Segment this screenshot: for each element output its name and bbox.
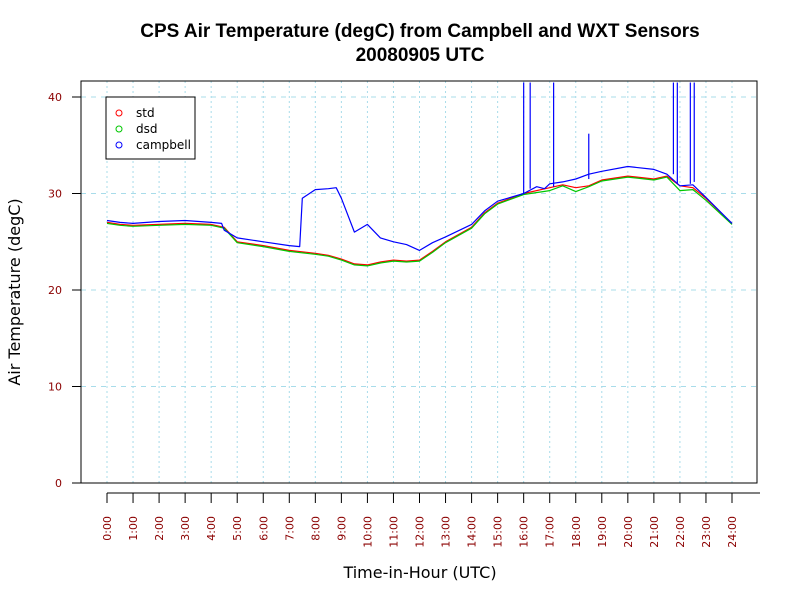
- legend-marker-campbell: [115, 141, 123, 149]
- legend-label-dsd: dsd: [136, 122, 158, 136]
- series-lines: [106, 82, 733, 267]
- x-axis: 0:00 1:00 2:00 3:00 4:00 5:00 6:00 7:00 8:00 9:00…: [101, 492, 760, 548]
- series-line-campbell: [106, 165, 733, 251]
- legend-label-std: std: [136, 106, 155, 120]
- y-tick-label-4: 40: [48, 91, 62, 104]
- x-tick-label-13: 13:00: [440, 516, 453, 548]
- legend-label-campbell: campbell: [136, 138, 191, 152]
- x-tick-label-0: 0:00: [101, 516, 114, 541]
- x-tick-label-23: 23:00: [700, 516, 713, 548]
- legend-box: [105, 96, 196, 160]
- plot-frame: [80, 80, 758, 484]
- y-tick-label-3: 30: [48, 188, 62, 201]
- legend-marker-dsd: [115, 125, 123, 133]
- y-axis: 0 10 20 30 40: [48, 91, 81, 490]
- x-tick-label-9: 9:00: [335, 516, 348, 541]
- y-tick-label-1: 10: [48, 381, 62, 394]
- chart-title: CPS Air Temperature (degC) from Campbell…: [140, 21, 700, 42]
- x-tick-label-18: 18:00: [570, 516, 583, 548]
- x-tick-label-12: 12:00: [414, 516, 427, 548]
- x-tick-label-11: 11:00: [387, 516, 400, 548]
- x-tick-label-2: 2:00: [153, 516, 166, 541]
- x-tick-label-16: 16:00: [518, 516, 531, 548]
- x-tick-label-8: 8:00: [309, 516, 322, 541]
- x-tick-label-14: 14:00: [466, 516, 479, 548]
- x-tick-label-6: 6:00: [257, 516, 270, 541]
- x-tick-label-20: 20:00: [622, 516, 635, 548]
- x-tick-label-21: 21:00: [648, 516, 661, 548]
- y-tick-label-0: 0: [55, 477, 62, 490]
- x-tick-label-10: 10:00: [361, 516, 374, 548]
- x-tick-label-22: 22:00: [674, 516, 687, 548]
- series-line-std: [106, 175, 733, 266]
- x-tick-label-4: 4:00: [205, 516, 218, 541]
- x-axis-label: Time-in-Hour (UTC): [342, 563, 496, 582]
- gridlines: [81, 81, 757, 483]
- x-tick-label-19: 19:00: [596, 516, 609, 548]
- x-tick-label-5: 5:00: [231, 516, 244, 541]
- y-axis-label: Air Temperature (degC): [5, 198, 24, 385]
- x-tick-label-15: 15:00: [492, 516, 505, 548]
- x-tick-label-24: 24:00: [726, 516, 739, 548]
- x-tick-label-17: 17:00: [544, 516, 557, 548]
- series-line-dsd: [106, 176, 733, 267]
- legend-marker-std: [115, 109, 123, 117]
- x-tick-label-7: 7:00: [283, 516, 296, 541]
- y-tick-label-2: 20: [48, 284, 62, 297]
- x-tick-label-1: 1:00: [127, 516, 140, 541]
- chart-subtitle: 20080905 UTC: [356, 45, 485, 66]
- legend: std dsd campbell: [105, 96, 196, 160]
- x-tick-label-3: 3:00: [179, 516, 192, 541]
